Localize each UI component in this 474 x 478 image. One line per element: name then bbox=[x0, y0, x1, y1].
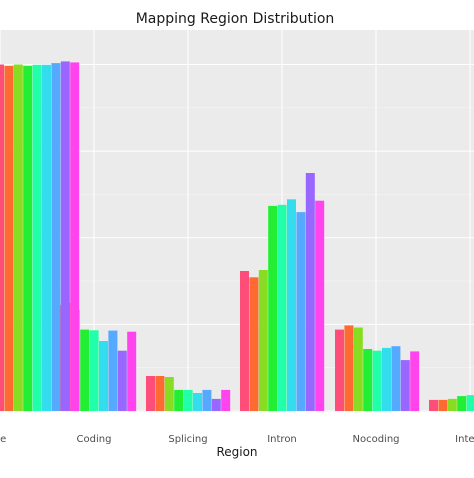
bar-splicing-s1 bbox=[146, 376, 155, 411]
bar-intron-s5 bbox=[277, 204, 287, 411]
x-tick-label-nocoding: Nocoding bbox=[352, 434, 399, 445]
bar-interg-s4 bbox=[457, 396, 467, 411]
bar-interg-s3 bbox=[447, 398, 457, 411]
bar-nocoding-s1 bbox=[335, 329, 344, 411]
bar-ne-s9 bbox=[70, 62, 80, 412]
bar-ne-s5 bbox=[32, 64, 42, 412]
bar-nocoding-s6 bbox=[382, 347, 391, 411]
bar-nocoding-s7 bbox=[391, 346, 401, 411]
bar-coding-s6 bbox=[99, 341, 108, 411]
x-axis-label: Region bbox=[216, 445, 257, 459]
bar-nocoding-s9 bbox=[410, 351, 420, 411]
bar-coding-s9 bbox=[127, 331, 137, 411]
bar-coding-s5 bbox=[89, 330, 99, 411]
chart-title: Mapping Region Distribution bbox=[136, 11, 335, 27]
bar-ne-s3 bbox=[13, 64, 23, 411]
x-tick-label-ne: ne bbox=[0, 434, 6, 445]
bar-intron-s7 bbox=[296, 212, 306, 411]
bar-interg-s5 bbox=[466, 395, 474, 411]
bar-intron-s9 bbox=[315, 200, 325, 411]
bar-nocoding-s2 bbox=[344, 325, 354, 411]
bar-coding-s8 bbox=[117, 350, 127, 411]
bar-nocoding-s8 bbox=[400, 360, 410, 411]
bar-nocoding-s5 bbox=[372, 350, 382, 411]
x-tick-label-interg: Interg bbox=[455, 434, 474, 445]
bar-nocoding-s3 bbox=[353, 327, 363, 411]
bar-splicing-s3 bbox=[164, 377, 174, 411]
x-tick-labels: ne Coding Splicing Intron Nocoding Interg bbox=[0, 434, 474, 445]
bar-intron-s6 bbox=[287, 199, 296, 411]
bar-ne-s2 bbox=[4, 65, 14, 412]
x-tick-label-splicing: Splicing bbox=[168, 434, 207, 445]
bar-coding-s7 bbox=[108, 330, 118, 411]
bar-interg-s2 bbox=[438, 399, 448, 411]
bar-splicing-s6 bbox=[193, 393, 202, 411]
bar-ne-s8 bbox=[60, 61, 70, 412]
bar-intron-s1 bbox=[240, 271, 249, 411]
bar-splicing-s5 bbox=[183, 389, 193, 411]
bar-intron-s2 bbox=[249, 277, 259, 411]
bars bbox=[0, 61, 474, 412]
bar-splicing-s7 bbox=[202, 389, 212, 411]
bar-splicing-s4 bbox=[174, 389, 184, 411]
bar-coding-s4 bbox=[80, 329, 90, 411]
x-tick-label-intron: Intron bbox=[267, 434, 297, 445]
bar-intron-s8 bbox=[305, 173, 315, 411]
bar-splicing-s2 bbox=[155, 376, 165, 411]
bar-intron-s3 bbox=[258, 270, 268, 411]
bar-intron-s4 bbox=[268, 205, 278, 411]
bar-ne-s7 bbox=[51, 63, 61, 411]
bar-ne-s4 bbox=[23, 65, 33, 412]
x-tick-label-coding: Coding bbox=[77, 434, 112, 445]
bar-interg-s1 bbox=[429, 399, 438, 411]
bar-nocoding-s4 bbox=[363, 349, 373, 411]
bar-splicing-s9 bbox=[221, 389, 231, 411]
bar-splicing-s8 bbox=[211, 398, 221, 411]
bar-ne-s1 bbox=[0, 64, 4, 411]
bar-ne-s6 bbox=[42, 64, 51, 412]
